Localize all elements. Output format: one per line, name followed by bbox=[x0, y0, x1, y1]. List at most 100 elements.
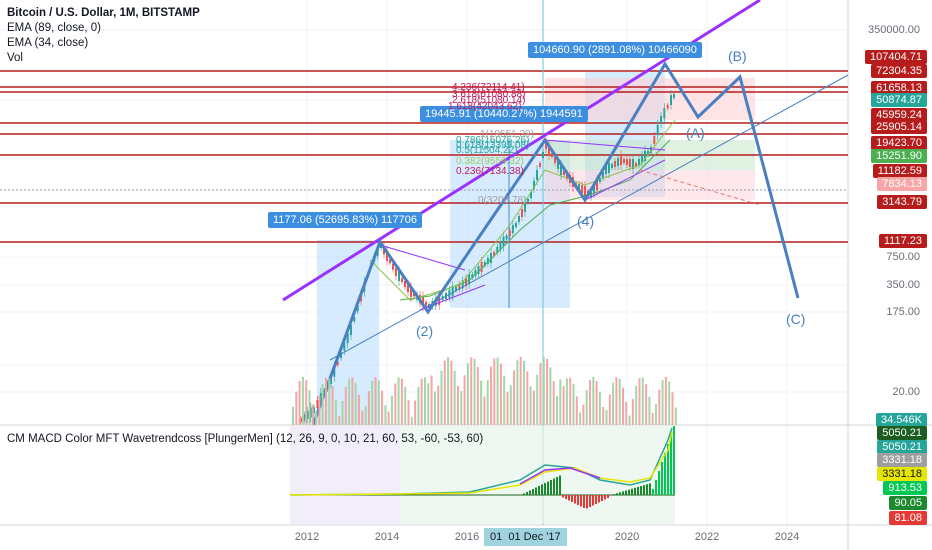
ema-89-line bbox=[399, 139, 671, 301]
volume-bar bbox=[506, 391, 509, 425]
volume-bar bbox=[608, 394, 611, 425]
volume-bar bbox=[400, 378, 403, 425]
axis-label: 350000.00 bbox=[868, 24, 920, 36]
volume-bar bbox=[513, 370, 516, 425]
macd-bar bbox=[607, 495, 609, 498]
macd-bar bbox=[661, 462, 663, 495]
volume-bar bbox=[407, 400, 410, 425]
fib-label: 2.618(51080.14) bbox=[452, 95, 526, 106]
box-label-1[interactable]: 1177.06 (52695.83%) 117706 bbox=[268, 212, 422, 228]
vol-legend[interactable]: Vol bbox=[7, 52, 23, 64]
signal-line bbox=[289, 431, 673, 496]
macd-tag: 81.08 bbox=[889, 511, 927, 525]
price-tag: 1117.23 bbox=[878, 234, 927, 248]
price-tag: 34.546K bbox=[876, 413, 927, 427]
axis-label: 175.00 bbox=[886, 306, 920, 318]
volume-bar bbox=[311, 404, 314, 425]
volume-bar bbox=[655, 404, 657, 425]
volume-bar bbox=[414, 400, 417, 425]
price-tag: 11182.59 bbox=[872, 164, 927, 178]
volume-bar bbox=[602, 407, 605, 425]
macd-bar bbox=[634, 487, 636, 495]
volume-bar bbox=[651, 412, 654, 425]
volume-bar bbox=[605, 410, 608, 425]
volume-bar bbox=[447, 357, 450, 425]
price-tag: 7834.13 bbox=[877, 177, 927, 191]
volume-bar bbox=[559, 379, 562, 425]
volume-bar bbox=[536, 374, 539, 425]
volume-bar bbox=[364, 406, 367, 425]
price-tag: 61658.13 bbox=[871, 81, 927, 95]
volume-bar bbox=[318, 396, 321, 425]
ema-34-legend[interactable]: EMA (34, close) bbox=[7, 37, 89, 49]
wedge-upper bbox=[544, 139, 666, 151]
macd-bar bbox=[589, 495, 591, 507]
fib-label: 0.382(9559.32) bbox=[456, 156, 524, 167]
volume-bar bbox=[427, 383, 430, 425]
macd-bar bbox=[598, 495, 600, 503]
box-label-2[interactable]: 19445.91 (10440.27%) 1944591 bbox=[420, 106, 588, 122]
volume-bar bbox=[539, 362, 542, 425]
wave-c-label: (C) bbox=[786, 311, 806, 327]
volume-bar bbox=[671, 392, 674, 425]
macd-bg-purple bbox=[290, 426, 400, 524]
macd-bar bbox=[622, 491, 624, 495]
volume-bar bbox=[473, 358, 476, 425]
box-label-3[interactable]: 104660.90 (2891.08%) 10466090 bbox=[528, 42, 702, 58]
volume-bar bbox=[523, 360, 525, 425]
macd-bar bbox=[673, 426, 675, 495]
macd-bar bbox=[646, 484, 648, 495]
purple-line bbox=[519, 467, 601, 485]
volume-bar bbox=[532, 390, 535, 425]
macd-tag: 90.05 bbox=[889, 496, 927, 510]
volume-bar bbox=[334, 399, 337, 425]
volume-bar bbox=[387, 411, 390, 425]
volume-bar bbox=[476, 367, 479, 425]
symbol-title[interactable]: Bitcoin / U.S. Dollar, 1M, BITSTAMP bbox=[7, 7, 200, 19]
macd-bar bbox=[586, 495, 588, 509]
price-tag: 25905.14 bbox=[871, 120, 927, 134]
volume-bar bbox=[301, 377, 304, 425]
volume-bar bbox=[463, 375, 466, 425]
volume-bar bbox=[572, 383, 575, 425]
volume-bar bbox=[496, 357, 499, 425]
volume-bar bbox=[374, 377, 377, 425]
chart-legend: Bitcoin / U.S. Dollar, 1M, BITSTAMP EMA … bbox=[7, 6, 200, 66]
macd-bar bbox=[544, 483, 546, 495]
volume-bar bbox=[325, 377, 327, 425]
volume-bar bbox=[457, 385, 459, 425]
macd-bar bbox=[541, 484, 543, 495]
ema-89-legend[interactable]: EMA (89, close, 0) bbox=[7, 22, 101, 34]
macd-bar bbox=[640, 486, 642, 495]
fib-label: 3.618(61080.88) bbox=[452, 89, 526, 100]
macd-bar bbox=[523, 493, 525, 495]
volume-bar bbox=[658, 389, 661, 425]
wave-b-label: (B) bbox=[728, 48, 747, 64]
x-label: 2024 bbox=[774, 531, 800, 543]
macd-bar bbox=[550, 480, 552, 495]
volume-bar bbox=[341, 401, 344, 425]
volume-bar bbox=[493, 358, 496, 425]
volume-bar bbox=[565, 378, 568, 425]
volume-bar bbox=[331, 386, 334, 425]
volume-bar bbox=[443, 360, 446, 425]
volume-bar bbox=[466, 363, 469, 425]
volume-bar bbox=[450, 360, 453, 425]
volume-bar bbox=[361, 410, 364, 425]
volume-bar bbox=[499, 363, 502, 425]
macd-bar bbox=[667, 444, 669, 495]
volume-bar bbox=[348, 378, 351, 425]
volume-bar bbox=[648, 396, 651, 425]
macd-bar bbox=[553, 478, 555, 495]
price-tag: 3143.79 bbox=[877, 195, 927, 209]
volume-bar bbox=[628, 415, 631, 425]
volume-bar bbox=[417, 386, 420, 425]
axis-label: 750.00 bbox=[886, 251, 920, 263]
macd-tag: 3331.18 bbox=[877, 453, 927, 467]
macd-legend[interactable]: CM MACD Color MFT Wavetrendcoss [Plunger… bbox=[7, 433, 484, 445]
volume-bar bbox=[486, 380, 489, 425]
volume-bar bbox=[420, 378, 423, 425]
macd-bar bbox=[559, 475, 561, 495]
fib-label: 0.786(16076.26) bbox=[456, 135, 530, 146]
